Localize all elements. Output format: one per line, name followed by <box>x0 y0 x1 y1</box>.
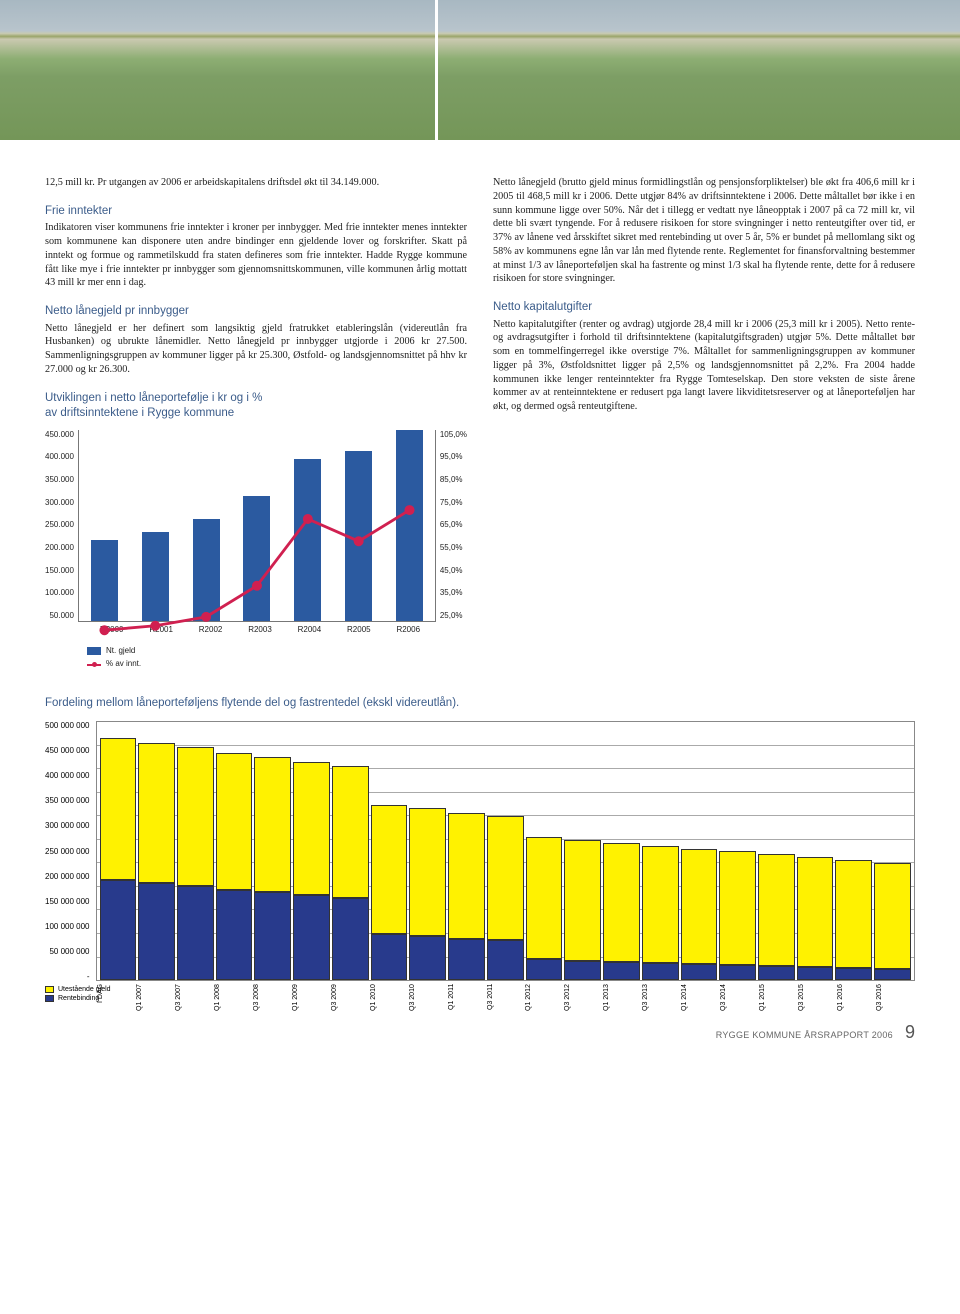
chart2-x-labels: I DAGQ1 2007Q3 2007Q1 2008Q3 2008Q1 2009… <box>97 984 915 1026</box>
para: Netto lånegjeld er her definert som lang… <box>45 322 467 377</box>
chart1-y-left: 450.000400.000350.000300.000250.000200.0… <box>45 430 78 622</box>
legend-swatch-blue <box>45 995 54 1002</box>
chart1-plot <box>78 430 436 622</box>
chart2-plot <box>96 721 916 981</box>
para: Indikatoren viser kommunens frie inntekt… <box>45 221 467 290</box>
heading: Netto kapitalutgifter <box>493 300 915 316</box>
chart2-bars <box>97 722 915 980</box>
footer-label: RYGGE KOMMUNE ÅRSRAPPORT 2006 <box>716 1030 893 1040</box>
column-right: Netto lånegjeld (brutto gjeld minus form… <box>493 176 915 673</box>
legend-label: Rentebinding <box>58 995 99 1002</box>
chart1-title-a: Utviklingen i netto låneportefølje i kr … <box>45 391 467 407</box>
chart1-y-right: 105,0%95,0%85,0%75,0%65,0%55,0%45,0%35,0… <box>436 430 467 622</box>
chart1-combo: 450.000400.000350.000300.000250.000200.0… <box>45 430 467 670</box>
text-columns: 12,5 mill kr. Pr utgangen av 2006 er arb… <box>45 176 915 673</box>
photo-strip <box>0 0 960 140</box>
chart2-stacked: 500 000 000450 000 000400 000 000350 000… <box>45 721 915 981</box>
legend-swatch-yellow <box>45 986 54 993</box>
photo-right <box>438 0 960 140</box>
para: 12,5 mill kr. Pr utgangen av 2006 er arb… <box>45 176 467 190</box>
heading: Netto lånegjeld pr innbygger <box>45 304 467 320</box>
chart1-title-b: av driftsinntektene i Rygge kommune <box>45 406 467 422</box>
para: Netto lånegjeld (brutto gjeld minus form… <box>493 176 915 286</box>
photo-left <box>0 0 435 140</box>
para: Netto kapitalutgifter (renter og avdrag)… <box>493 318 915 414</box>
legend-swatch-line <box>87 664 101 666</box>
heading: Frie inntekter <box>45 204 467 220</box>
column-left: 12,5 mill kr. Pr utgangen av 2006 er arb… <box>45 176 467 673</box>
